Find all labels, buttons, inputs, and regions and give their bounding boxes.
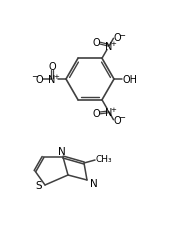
Text: O: O xyxy=(114,115,121,125)
Text: N: N xyxy=(48,75,56,85)
Text: −: − xyxy=(31,72,39,81)
Text: CH₃: CH₃ xyxy=(96,154,112,163)
Text: N: N xyxy=(105,107,113,117)
Text: S: S xyxy=(36,180,42,190)
Text: N: N xyxy=(90,178,98,188)
Text: +: + xyxy=(110,106,116,112)
Text: OH: OH xyxy=(123,75,138,85)
Text: +: + xyxy=(110,41,116,47)
Text: O: O xyxy=(92,38,100,48)
Text: N: N xyxy=(105,42,113,52)
Text: O: O xyxy=(114,33,121,43)
Text: O: O xyxy=(92,109,100,118)
Text: −: − xyxy=(118,31,125,40)
Text: N: N xyxy=(58,146,66,156)
Text: −: − xyxy=(118,113,125,122)
Text: +: + xyxy=(53,74,59,80)
Text: O: O xyxy=(48,62,56,72)
Text: O: O xyxy=(35,75,43,85)
